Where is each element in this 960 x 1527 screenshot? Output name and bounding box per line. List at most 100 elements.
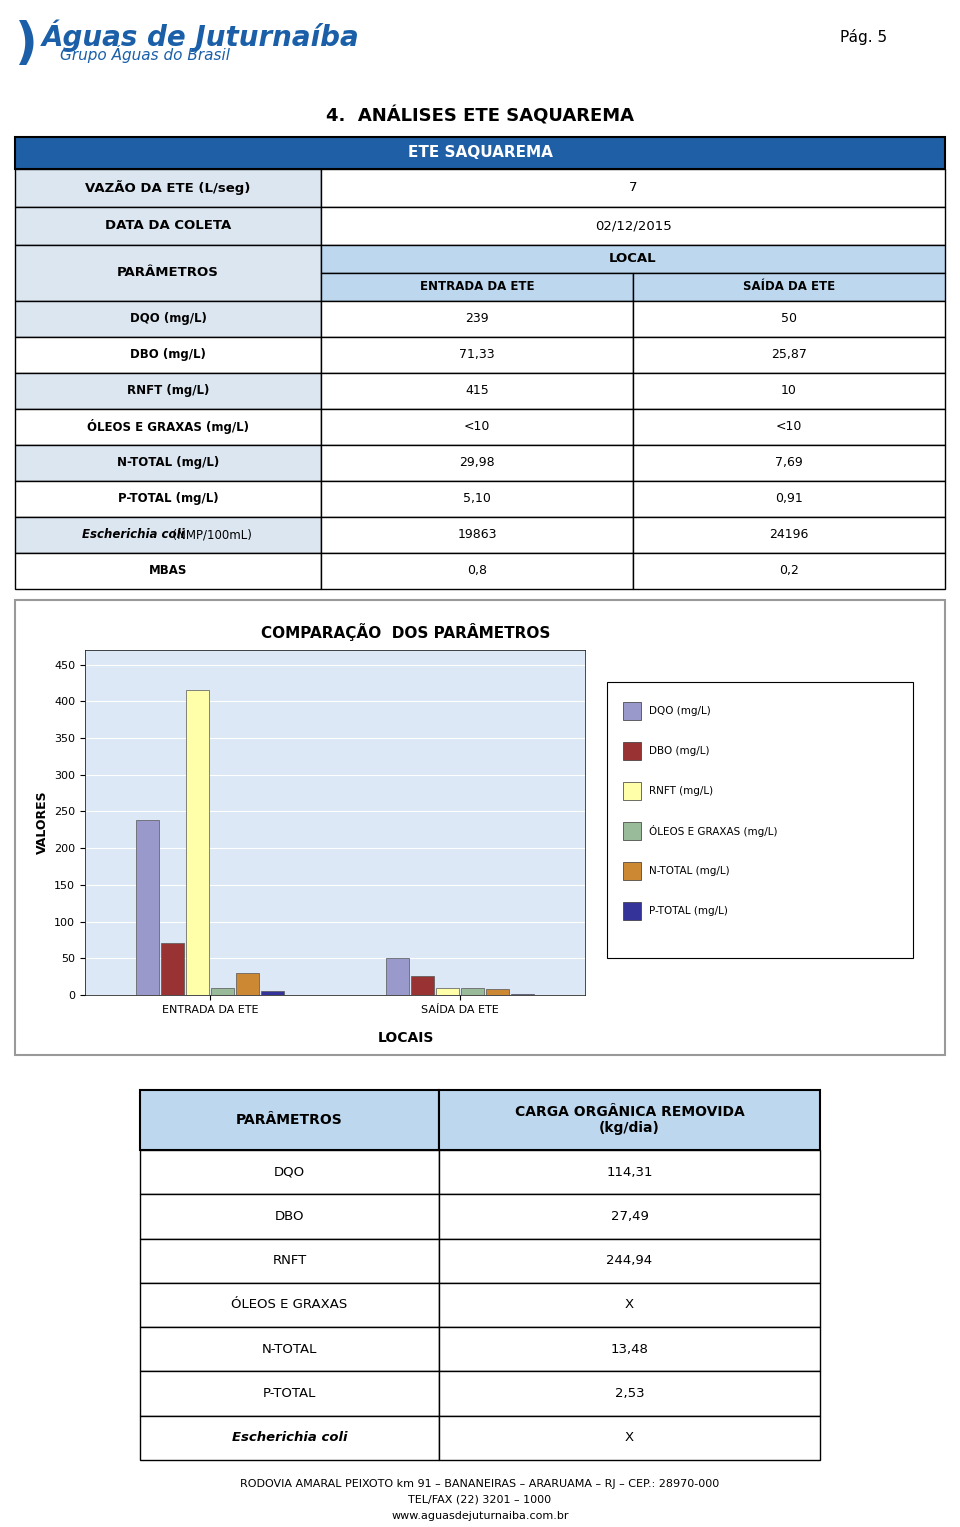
- Bar: [321, 208, 945, 244]
- Bar: [623, 782, 641, 800]
- Bar: [140, 1371, 439, 1416]
- Text: Escherichia coli: Escherichia coli: [231, 1431, 348, 1445]
- Bar: [140, 1150, 439, 1194]
- Bar: [633, 373, 945, 409]
- Text: 19863: 19863: [457, 528, 496, 542]
- Text: N-TOTAL (mg/L): N-TOTAL (mg/L): [117, 457, 219, 469]
- Bar: [15, 409, 321, 444]
- Text: 29,98: 29,98: [459, 457, 494, 469]
- Text: 71,33: 71,33: [459, 348, 494, 362]
- Bar: [321, 244, 945, 273]
- Text: 24196: 24196: [769, 528, 808, 542]
- Text: N-TOTAL: N-TOTAL: [262, 1342, 317, 1356]
- Text: RODOVIA AMARAL PEIXOTO km 91 – BANANEIRAS – ARARUAMA – RJ – CEP.: 28970-000: RODOVIA AMARAL PEIXOTO km 91 – BANANEIRA…: [240, 1480, 720, 1489]
- Text: 13,48: 13,48: [611, 1342, 648, 1356]
- Bar: [633, 553, 945, 589]
- Bar: [439, 1371, 820, 1416]
- Bar: [140, 1416, 439, 1460]
- Text: 7,69: 7,69: [775, 457, 803, 469]
- Text: SAÍDA DA ETE: SAÍDA DA ETE: [743, 281, 835, 293]
- Text: CARGA ORGÂNICA REMOVIDA
(kg/dia): CARGA ORGÂNICA REMOVIDA (kg/dia): [515, 1106, 744, 1135]
- Text: PARÂMETROS: PARÂMETROS: [117, 267, 219, 279]
- Bar: [140, 1238, 439, 1283]
- Text: 25,87: 25,87: [771, 348, 807, 362]
- Bar: [623, 702, 641, 721]
- Bar: [439, 1238, 820, 1283]
- Text: DBO (mg/L): DBO (mg/L): [130, 348, 206, 362]
- Text: MBAS: MBAS: [149, 565, 187, 577]
- Bar: [623, 822, 641, 840]
- Text: RNFT (mg/L): RNFT (mg/L): [649, 786, 713, 796]
- Bar: [236, 973, 259, 996]
- Bar: [439, 1194, 820, 1238]
- Text: LOCAL: LOCAL: [610, 252, 657, 266]
- Text: ): ): [15, 20, 37, 69]
- Bar: [633, 337, 945, 373]
- Bar: [15, 481, 321, 518]
- Bar: [15, 244, 321, 301]
- Text: Grupo Águas do Brasil: Grupo Águas do Brasil: [60, 44, 230, 63]
- Bar: [321, 553, 633, 589]
- Text: <10: <10: [776, 420, 803, 434]
- Text: COMPARAÇÃO  DOS PARÂMETROS: COMPARAÇÃO DOS PARÂMETROS: [261, 623, 550, 641]
- Bar: [623, 742, 641, 760]
- Text: ENTRADA DA ETE: ENTRADA DA ETE: [420, 281, 535, 293]
- Text: ÓLEOS E GRAXAS: ÓLEOS E GRAXAS: [231, 1298, 348, 1312]
- Bar: [261, 991, 284, 996]
- Text: DQO (mg/L): DQO (mg/L): [130, 313, 206, 325]
- Bar: [136, 820, 159, 996]
- Bar: [321, 337, 633, 373]
- Text: 239: 239: [466, 313, 489, 325]
- Bar: [439, 1283, 820, 1327]
- Text: 0,91: 0,91: [775, 493, 803, 505]
- Bar: [15, 373, 321, 409]
- Bar: [633, 444, 945, 481]
- Bar: [321, 373, 633, 409]
- Bar: [411, 976, 434, 996]
- Bar: [321, 444, 633, 481]
- Bar: [439, 1090, 820, 1150]
- Text: ÓLEOS E GRAXAS (mg/L): ÓLEOS E GRAXAS (mg/L): [649, 825, 778, 837]
- Bar: [321, 169, 945, 208]
- Bar: [633, 273, 945, 301]
- Text: RNFT (mg/L): RNFT (mg/L): [127, 385, 209, 397]
- Bar: [140, 1283, 439, 1327]
- Bar: [140, 1090, 439, 1150]
- Bar: [140, 1327, 439, 1371]
- Text: 244,94: 244,94: [607, 1254, 653, 1267]
- Text: 7: 7: [629, 182, 637, 194]
- Text: 02/12/2015: 02/12/2015: [594, 220, 671, 232]
- Text: Águas de Juturnaíba: Águas de Juturnaíba: [42, 20, 360, 52]
- Bar: [15, 553, 321, 589]
- Text: DATA DA COLETA: DATA DA COLETA: [105, 220, 231, 232]
- Text: 114,31: 114,31: [607, 1165, 653, 1179]
- Text: 5,10: 5,10: [463, 493, 491, 505]
- Bar: [15, 208, 321, 244]
- Text: 0,2: 0,2: [780, 565, 799, 577]
- Text: X: X: [625, 1431, 634, 1445]
- Bar: [633, 409, 945, 444]
- Bar: [623, 863, 641, 880]
- Text: LOCAIS: LOCAIS: [377, 1031, 434, 1044]
- Text: 0,8: 0,8: [467, 565, 487, 577]
- Bar: [321, 409, 633, 444]
- Text: Escherichia coli: Escherichia coli: [82, 528, 184, 542]
- Bar: [15, 169, 321, 208]
- Text: P-TOTAL: P-TOTAL: [263, 1387, 316, 1400]
- Text: P-TOTAL (mg/L): P-TOTAL (mg/L): [118, 493, 218, 505]
- Bar: [321, 273, 633, 301]
- Bar: [15, 337, 321, 373]
- Text: DBO: DBO: [275, 1209, 304, 1223]
- Y-axis label: VALORES: VALORES: [36, 791, 49, 854]
- Bar: [321, 518, 633, 553]
- Bar: [321, 481, 633, 518]
- Bar: [161, 942, 184, 996]
- Bar: [15, 137, 945, 169]
- Bar: [623, 902, 641, 919]
- Text: TEL/FAX (22) 3201 – 1000: TEL/FAX (22) 3201 – 1000: [408, 1495, 552, 1506]
- Text: N-TOTAL (mg/L): N-TOTAL (mg/L): [649, 866, 730, 876]
- Text: DQO (mg/L): DQO (mg/L): [649, 705, 710, 716]
- Text: ETE SAQUAREMA: ETE SAQUAREMA: [408, 145, 552, 160]
- Bar: [486, 989, 509, 996]
- Text: (NMP/100mL): (NMP/100mL): [164, 528, 252, 542]
